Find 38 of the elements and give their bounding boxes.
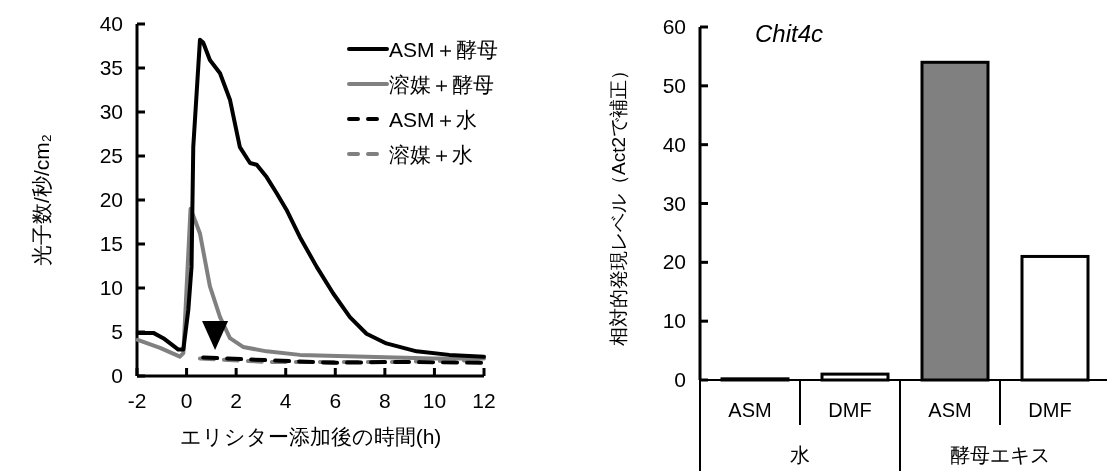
x-tick-label: 8 bbox=[379, 389, 391, 412]
legend-label: 溶媒＋水 bbox=[389, 143, 473, 166]
x-tick-label: 2 bbox=[230, 389, 242, 412]
y-tick-label: 35 bbox=[99, 56, 123, 79]
y-axis-title: 相対的発現レベル（Act2で補正） bbox=[608, 60, 629, 347]
y-tick-label: 20 bbox=[99, 188, 123, 211]
chart-title: Chit4c bbox=[755, 20, 824, 47]
y-tick-label: 30 bbox=[662, 191, 686, 215]
x-tick-label: DMF bbox=[1028, 399, 1072, 421]
y-axis-title: 光子数/秒/cm₂ bbox=[30, 134, 53, 266]
x-tick-label: ASM bbox=[928, 399, 972, 421]
x-axis-title: エリシター添加後の時間(h) bbox=[179, 425, 442, 448]
y-tick-label: 0 bbox=[111, 364, 123, 387]
y-tick-label: 5 bbox=[111, 320, 123, 343]
legend-label: ASM＋酵母 bbox=[389, 38, 498, 61]
x-tick-label: 12 bbox=[472, 389, 496, 412]
y-tick-label: 40 bbox=[662, 132, 686, 156]
x-tick-label: 10 bbox=[422, 389, 447, 412]
y-tick-label: 15 bbox=[99, 232, 123, 255]
y-tick-label: 50 bbox=[662, 73, 686, 97]
y-tick-label: 20 bbox=[662, 250, 686, 274]
y-tick-label: 30 bbox=[99, 100, 123, 123]
y-tick-label: 10 bbox=[662, 309, 686, 333]
x-tick-label: 4 bbox=[279, 389, 292, 412]
text: 酵母エキス bbox=[950, 444, 1050, 466]
x-tick-label: 0 bbox=[180, 389, 193, 412]
text: 水 bbox=[790, 444, 810, 466]
legend-label: 溶媒＋酵母 bbox=[389, 73, 494, 96]
y-tick-label: 60 bbox=[662, 15, 686, 38]
y-tick-label: 10 bbox=[99, 276, 123, 299]
y-tick-label: 0 bbox=[674, 368, 686, 391]
y-tick-label: 25 bbox=[99, 144, 123, 167]
x-tick-label: -2 bbox=[127, 389, 147, 412]
y-tick-label: 40 bbox=[99, 12, 123, 35]
legend-label: ASM＋水 bbox=[389, 108, 477, 131]
x-tick-label: 6 bbox=[329, 389, 342, 412]
x-tick-label: DMF bbox=[828, 399, 872, 421]
x-tick-label: ASM bbox=[728, 399, 772, 421]
